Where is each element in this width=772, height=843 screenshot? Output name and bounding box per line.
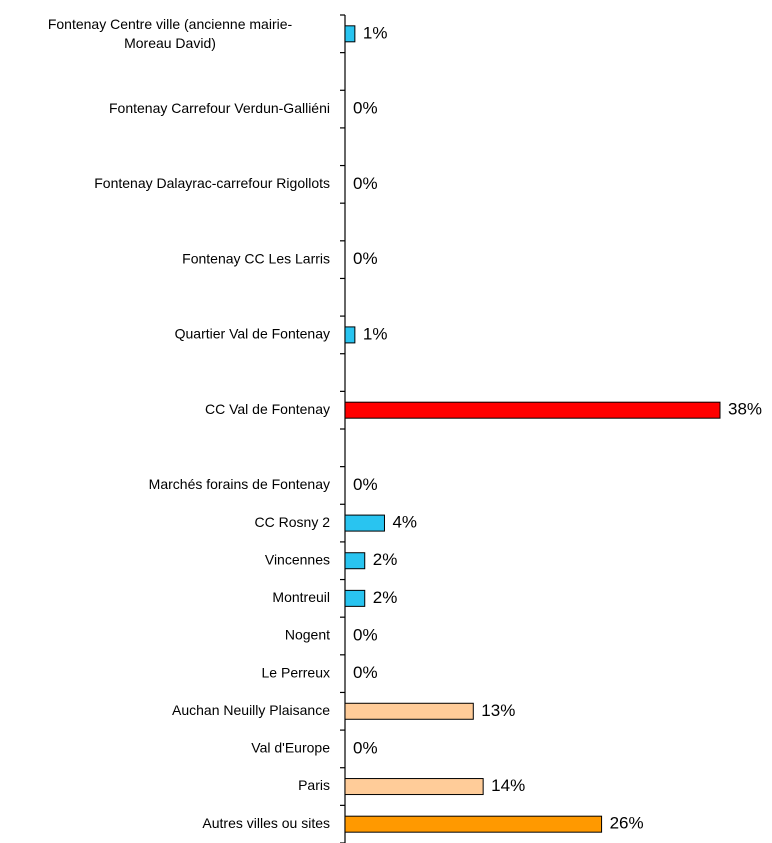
bar xyxy=(344,778,484,796)
value-label: 0% xyxy=(353,99,378,118)
category-label: Fontenay Dalayrac-carrefour Rigollots xyxy=(94,175,330,191)
category-label: Quartier Val de Fontenay xyxy=(175,326,330,342)
value-label: 0% xyxy=(353,475,378,494)
category-label: Le Perreux xyxy=(262,664,330,680)
value-label: 0% xyxy=(353,663,378,682)
value-label: 2% xyxy=(373,588,398,607)
value-label: 14% xyxy=(491,776,525,795)
value-label: 1% xyxy=(363,23,388,42)
bar xyxy=(344,815,603,833)
value-label: 2% xyxy=(373,550,398,569)
value-label: 13% xyxy=(481,701,515,720)
category-label: Nogent xyxy=(285,627,330,643)
category-label: CC Rosny 2 xyxy=(255,514,331,530)
value-label: 1% xyxy=(363,324,388,343)
category-label: Autres villes ou sites xyxy=(202,815,330,831)
label-line: Fontenay Centre ville (ancienne mairie- xyxy=(48,16,293,32)
value-label: 0% xyxy=(353,174,378,193)
category-label: Paris xyxy=(298,777,330,793)
value-label: 26% xyxy=(610,814,644,833)
category-label: Auchan Neuilly Plaisance xyxy=(172,702,330,718)
category-label: Fontenay Carrefour Verdun-Galliéni xyxy=(109,100,330,116)
category-label: Fontenay Centre ville (ancienne mairie- M… xyxy=(48,16,293,51)
value-label: 4% xyxy=(392,513,417,532)
bar xyxy=(344,326,356,344)
label-line: Moreau David) xyxy=(124,35,216,51)
bar xyxy=(344,514,385,532)
category-label: Fontenay CC Les Larris xyxy=(182,250,330,266)
category-label: Val d'Europe xyxy=(251,740,330,756)
value-label: 0% xyxy=(353,625,378,644)
bar xyxy=(344,552,366,570)
category-label: Montreuil xyxy=(272,589,330,605)
bar xyxy=(344,589,366,607)
category-label: Marchés forains de Fontenay xyxy=(149,476,330,492)
value-label: 0% xyxy=(353,738,378,757)
category-label: CC Val de Fontenay xyxy=(205,401,330,417)
bar xyxy=(344,401,721,419)
value-label: 38% xyxy=(728,400,762,419)
bar xyxy=(344,25,356,43)
category-label: Vincennes xyxy=(265,551,330,567)
value-label: 0% xyxy=(353,249,378,268)
bar xyxy=(344,702,474,720)
